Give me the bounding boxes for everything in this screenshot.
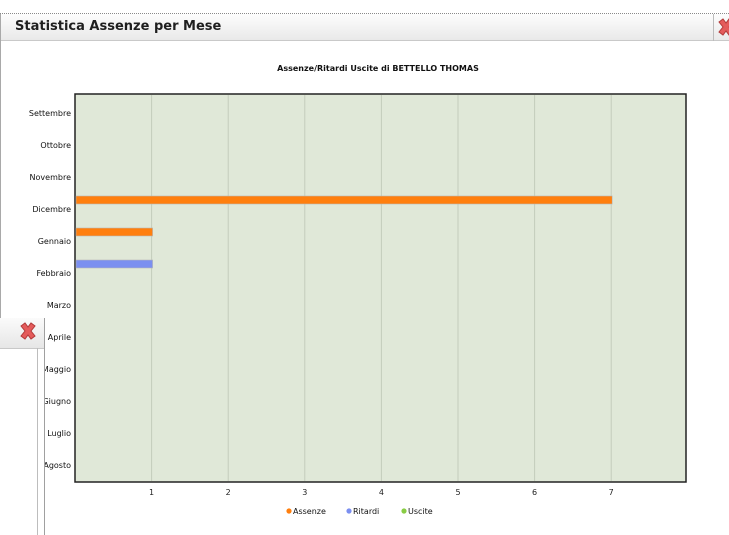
x-tick-label: 3 (302, 488, 307, 497)
chart-title: Assenze/Ritardi Uscite di BETTELLO THOMA… (277, 64, 479, 73)
window-title-bar[interactable]: Statistica Assenze per Mese (1, 14, 729, 41)
x-tick-label: 4 (379, 488, 384, 497)
x-tick-label: 7 (609, 488, 614, 497)
x-tick-label: 6 (532, 488, 537, 497)
category-label: Settembre (29, 109, 71, 118)
category-label: Gennaio (38, 237, 71, 246)
x-tick-labels: 1 2 3 4 5 6 7 (149, 488, 614, 497)
legend-marker (346, 508, 352, 514)
background-window[interactable] (0, 318, 45, 535)
legend-marker (401, 508, 407, 514)
legend-marker (286, 508, 292, 514)
grid (151, 95, 612, 481)
bar-ritardi (75, 259, 153, 269)
legend: Assenze Ritardi Uscite (286, 507, 433, 516)
category-label: Novembre (30, 173, 72, 182)
close-icon[interactable] (715, 16, 729, 38)
category-label: Ottobre (40, 141, 71, 150)
category-label: Marzo (47, 301, 71, 310)
background-window-border (37, 348, 38, 535)
x-tick-label: 5 (455, 488, 460, 497)
legend-label: Ritardi (353, 507, 379, 516)
top-edge (0, 0, 729, 14)
bar-assenze (75, 195, 613, 205)
bar-assenze (75, 227, 153, 237)
x-tick-label: 1 (149, 488, 154, 497)
close-icon[interactable] (17, 320, 39, 342)
category-label: Luglio (47, 429, 71, 438)
x-tick-label: 2 (226, 488, 231, 497)
category-label: Dicembre (32, 205, 71, 214)
plot-area (74, 93, 687, 483)
category-labels: Settembre Ottobre Novembre Dicembre Gennaio F… (29, 109, 71, 470)
window-title: Statistica Assenze per Mese (15, 19, 222, 34)
category-label: Agosto (43, 461, 71, 470)
category-label: Maggio (42, 365, 71, 374)
legend-label: Uscite (408, 507, 433, 516)
legend-label: Assenze (293, 507, 326, 516)
category-label: Aprile (48, 333, 71, 342)
category-label: Giugno (42, 397, 71, 406)
category-label: Febbraio (36, 269, 71, 278)
bars (75, 195, 613, 269)
title-bar-separator (713, 14, 714, 41)
background-window-title-bar[interactable] (0, 318, 44, 349)
